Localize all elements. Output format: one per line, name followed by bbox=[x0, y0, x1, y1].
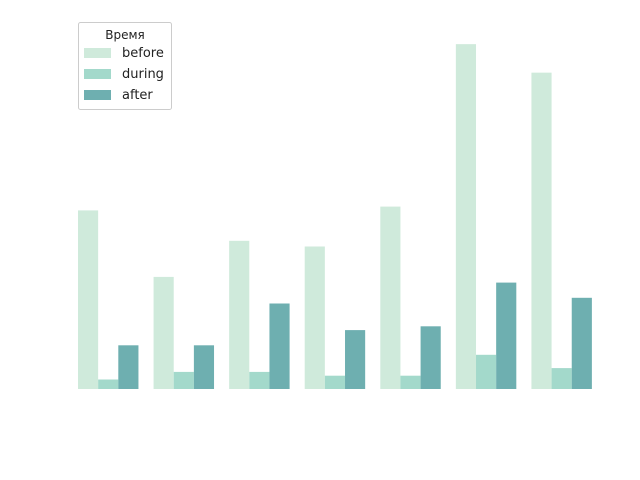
bar-after-7 bbox=[571, 297, 592, 389]
bar-after-6 bbox=[496, 282, 517, 389]
bar-after-4 bbox=[345, 330, 366, 389]
legend-label-after: after bbox=[122, 88, 153, 103]
legend-label-before: before bbox=[122, 46, 164, 61]
bar-during-1 bbox=[98, 379, 119, 389]
legend: Время before during after bbox=[78, 22, 172, 110]
bars-group bbox=[78, 44, 592, 390]
bar-during-7 bbox=[551, 368, 572, 389]
bar-before-7 bbox=[531, 72, 552, 390]
bar-after-3 bbox=[269, 303, 290, 389]
bar-during-5 bbox=[400, 375, 421, 389]
bar-before-1 bbox=[78, 210, 99, 389]
bar-before-5 bbox=[380, 206, 401, 389]
legend-frame bbox=[78, 22, 172, 110]
legend-swatch-before bbox=[84, 48, 111, 58]
bar-after-5 bbox=[420, 326, 441, 389]
bar-during-4 bbox=[324, 375, 346, 389]
bar-after-1 bbox=[118, 345, 139, 389]
bar-after-2 bbox=[193, 345, 215, 389]
legend-swatch-during bbox=[84, 69, 111, 79]
bar-during-6 bbox=[476, 354, 497, 389]
bar-before-6 bbox=[455, 44, 477, 390]
bar-before-4 bbox=[304, 246, 325, 389]
bar-during-3 bbox=[249, 371, 270, 389]
legend-swatch-after bbox=[84, 90, 111, 100]
legend-title: Время bbox=[105, 28, 145, 42]
bar-before-2 bbox=[153, 276, 174, 389]
bar-before-3 bbox=[229, 240, 250, 389]
bar-during-2 bbox=[173, 371, 194, 389]
legend-label-during: during bbox=[122, 67, 164, 82]
